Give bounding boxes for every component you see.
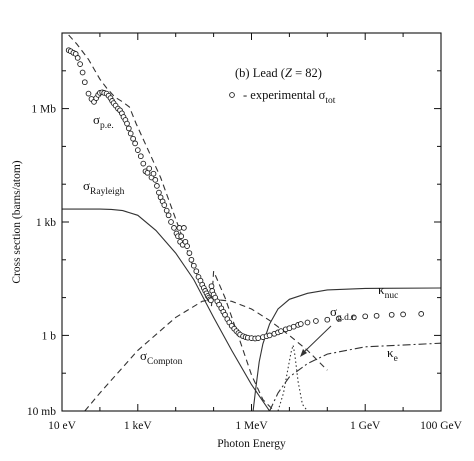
experimental-point: [79, 69, 86, 76]
y-tick-label: 1 Mb: [31, 104, 56, 116]
experimental-point: [137, 153, 144, 160]
y-tick-label: 10 mb: [27, 406, 56, 418]
experimental-point: [304, 319, 311, 326]
experimental-point: [190, 262, 197, 269]
experimental-point: [77, 61, 83, 67]
experimental-point: [388, 311, 395, 318]
experimental-point: [124, 120, 130, 127]
experimental-point: [125, 125, 132, 132]
x-tick-label: 100 GeV: [420, 420, 463, 432]
experimental-point: [168, 219, 174, 225]
label-sigma-rayleigh: σRayleigh: [83, 178, 125, 197]
curve-pe: [66, 33, 275, 411]
experimental-point: [193, 268, 200, 275]
labels-layer: 10 eV 1 keV 1 MeV 1 GeV 100 GeV 10 mb 1 b 1 kb 1…: [11, 66, 463, 450]
label-sigma-compton: σCompton: [140, 348, 183, 367]
legend-label: - experimental σtot: [243, 88, 336, 106]
x-tick-label: 1 GeV: [350, 420, 381, 432]
experimental-point: [74, 55, 81, 61]
experimental-point: [362, 313, 369, 320]
y-tick-label: 1 b: [42, 330, 57, 342]
experimental-points-layer: [65, 47, 425, 342]
gdr-leader-line: [301, 325, 332, 355]
curve-rayleigh: [62, 208, 271, 411]
gdr-arrow-head: [300, 349, 307, 357]
experimental-point: [208, 283, 215, 290]
experimental-point: [134, 147, 141, 153]
experimental-point: [266, 332, 273, 339]
experimental-point: [188, 256, 195, 263]
curve-compton: [84, 298, 328, 411]
experimental-point: [255, 335, 262, 341]
experimental-point: [165, 212, 172, 219]
experimental-point: [130, 135, 136, 142]
experimental-point: [297, 321, 304, 327]
experimental-point: [181, 225, 187, 231]
experimental-point: [171, 225, 177, 231]
experimental-point: [324, 316, 331, 323]
experimental-point: [222, 311, 228, 318]
experimental-point: [81, 79, 88, 86]
experimental-point: [161, 202, 168, 208]
label-sigma-pe: σp.e.: [93, 112, 114, 131]
ticks-layer: [61, 32, 442, 412]
label-kappa-nuc: κnuc: [378, 282, 398, 301]
experimental-point: [335, 315, 342, 322]
experimental-point: [418, 311, 425, 317]
x-tick-label: 10 eV: [48, 420, 76, 432]
experimental-point: [146, 165, 153, 172]
experimental-point: [150, 170, 157, 177]
legend-marker: [229, 92, 235, 98]
curve-kappa_e: [269, 342, 441, 411]
experimental-point: [127, 130, 134, 137]
experimental-point: [350, 314, 357, 321]
experimental-point: [313, 318, 319, 324]
y-tick-label: 1 kb: [36, 217, 56, 229]
label-kappa-e: κe: [387, 345, 398, 364]
experimental-point: [154, 183, 160, 189]
experimental-point: [85, 90, 92, 97]
experimental-point: [156, 189, 162, 196]
experimental-point: [178, 233, 185, 240]
x-tick-label: 1 keV: [124, 420, 152, 432]
experimental-point: [140, 160, 147, 167]
experimental-point: [278, 328, 284, 334]
experimental-point: [163, 207, 170, 214]
curve-kappa_nuc: [252, 287, 441, 411]
chart-title: (b) Lead (Z = 82): [235, 66, 322, 80]
experimental-point: [400, 311, 406, 318]
label-sigma-gdr: σg.d.r.: [330, 304, 356, 323]
experimental-point: [152, 177, 159, 183]
experimental-point: [186, 250, 193, 256]
experimental-point: [373, 312, 380, 319]
x-axis-label: Photon Energy: [217, 438, 286, 450]
experimental-point: [132, 140, 138, 147]
experimental-point: [208, 297, 214, 304]
x-tick-label: 1 MeV: [235, 420, 268, 432]
experimental-point: [184, 243, 190, 249]
y-axis-label: Cross section (barns/atom): [11, 160, 23, 283]
